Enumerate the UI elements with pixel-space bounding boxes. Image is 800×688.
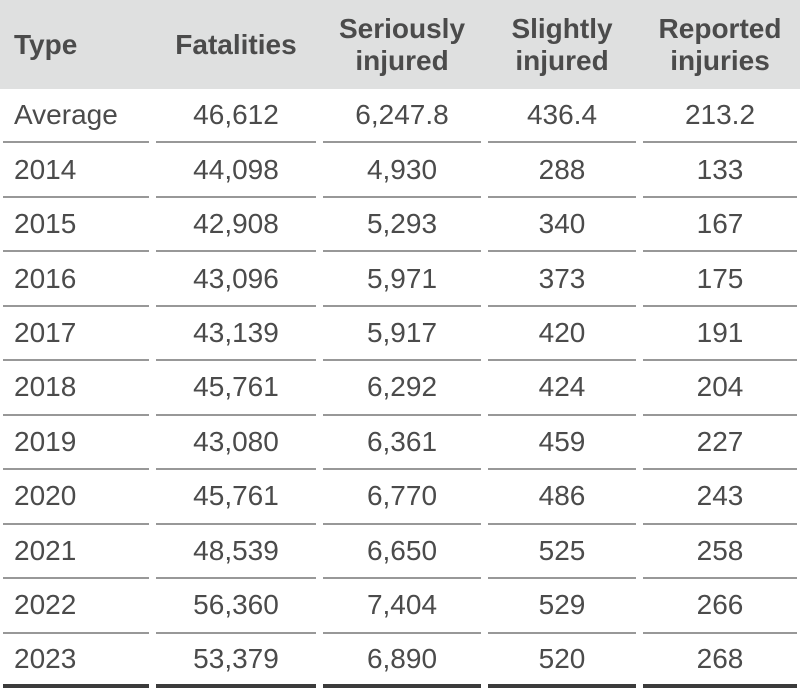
reported-injuries-cell: 204 — [643, 361, 797, 416]
row-label-cell: Average — [3, 89, 149, 144]
fatalities-cell: 46,612 — [156, 89, 316, 144]
seriously-injured-cell: 5,293 — [323, 198, 481, 253]
fatalities-cell: 56,360 — [156, 579, 316, 634]
row-label-cell: 2019 — [3, 416, 149, 471]
slightly-injured-cell: 520 — [488, 634, 636, 688]
fatalities-cell: 43,080 — [156, 416, 316, 471]
row-label-cell: 2021 — [3, 525, 149, 580]
row-label-cell: 2014 — [3, 143, 149, 198]
table-row: 2018 45,761 6,292 424 204 — [0, 361, 800, 416]
table-row: 2023 53,379 6,890 520 268 — [0, 634, 800, 688]
seriously-injured-cell: 6,292 — [323, 361, 481, 416]
seriously-injured-cell: 6,890 — [323, 634, 481, 688]
row-label-cell: 2022 — [3, 579, 149, 634]
slightly-injured-cell: 525 — [488, 525, 636, 580]
row-label-cell: 2020 — [3, 470, 149, 525]
table-row: 2016 43,096 5,971 373 175 — [0, 252, 800, 307]
slightly-injured-cell: 459 — [488, 416, 636, 471]
table-row: 2015 42,908 5,293 340 167 — [0, 198, 800, 253]
slightly-injured-cell: 288 — [488, 143, 636, 198]
reported-injuries-cell: 266 — [643, 579, 797, 634]
slightly-injured-cell: 424 — [488, 361, 636, 416]
reported-injuries-cell: 243 — [643, 470, 797, 525]
fatalities-cell: 44,098 — [156, 143, 316, 198]
fatalities-cell: 45,761 — [156, 361, 316, 416]
table-row: 2014 44,098 4,930 288 133 — [0, 143, 800, 198]
column-header-slightly-injured: Slightly injured — [511, 12, 613, 76]
column-header-seriously-injured: Seriously injured — [338, 12, 466, 76]
fatalities-cell: 43,139 — [156, 307, 316, 362]
seriously-injured-cell: 6,361 — [323, 416, 481, 471]
row-label-cell: 2017 — [3, 307, 149, 362]
seriously-injured-cell: 5,917 — [323, 307, 481, 362]
row-label-cell: 2016 — [3, 252, 149, 307]
table-header-row: Type Fatalities Seriously injured Slight… — [0, 0, 800, 89]
table-row: Average 46,612 6,247.8 436.4 213.2 — [0, 89, 800, 144]
seriously-injured-cell: 6,650 — [323, 525, 481, 580]
table-row: 2022 56,360 7,404 529 266 — [0, 579, 800, 634]
row-label-cell: 2015 — [3, 198, 149, 253]
reported-injuries-cell: 213.2 — [643, 89, 797, 144]
fatalities-cell: 42,908 — [156, 198, 316, 253]
reported-injuries-cell: 167 — [643, 198, 797, 253]
reported-injuries-cell: 227 — [643, 416, 797, 471]
fatalities-cell: 48,539 — [156, 525, 316, 580]
slightly-injured-cell: 373 — [488, 252, 636, 307]
reported-injuries-cell: 133 — [643, 143, 797, 198]
slightly-injured-cell: 420 — [488, 307, 636, 362]
reported-injuries-cell: 191 — [643, 307, 797, 362]
seriously-injured-cell: 5,971 — [323, 252, 481, 307]
table-row: 2021 48,539 6,650 525 258 — [0, 525, 800, 580]
table-row: 2019 43,080 6,361 459 227 — [0, 416, 800, 471]
fatalities-cell: 43,096 — [156, 252, 316, 307]
fatalities-cell: 45,761 — [156, 470, 316, 525]
fatalities-cell: 53,379 — [156, 634, 316, 688]
row-label-cell: 2023 — [3, 634, 149, 688]
slightly-injured-cell: 340 — [488, 198, 636, 253]
slightly-injured-cell: 486 — [488, 470, 636, 525]
table-body: Average 46,612 6,247.8 436.4 213.2 2014 … — [0, 89, 800, 688]
seriously-injured-cell: 7,404 — [323, 579, 481, 634]
table-row: 2017 43,139 5,917 420 191 — [0, 307, 800, 362]
row-label-cell: 2018 — [3, 361, 149, 416]
table-row: 2020 45,761 6,770 486 243 — [0, 470, 800, 525]
column-header-reported-injuries: Reported injuries — [658, 12, 782, 76]
seriously-injured-cell: 6,247.8 — [323, 89, 481, 144]
reported-injuries-cell: 258 — [643, 525, 797, 580]
column-header-type: Type — [14, 28, 78, 60]
reported-injuries-cell: 175 — [643, 252, 797, 307]
slightly-injured-cell: 436.4 — [488, 89, 636, 144]
seriously-injured-cell: 6,770 — [323, 470, 481, 525]
seriously-injured-cell: 4,930 — [323, 143, 481, 198]
column-header-fatalities: Fatalities — [175, 28, 297, 60]
reported-injuries-cell: 268 — [643, 634, 797, 688]
slightly-injured-cell: 529 — [488, 579, 636, 634]
